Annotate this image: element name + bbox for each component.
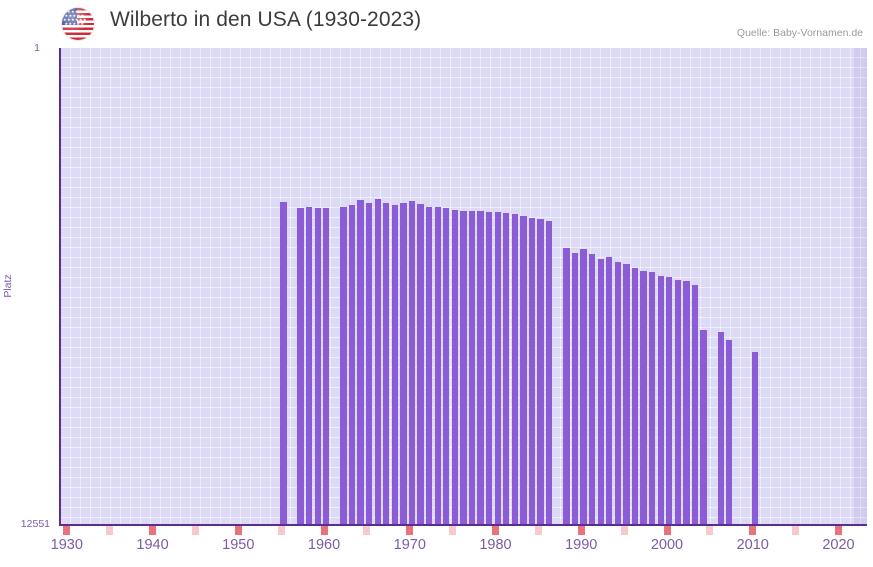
bar (365, 202, 373, 524)
bar (631, 268, 639, 524)
bar (451, 210, 459, 524)
bar (614, 261, 621, 524)
bar (460, 210, 467, 524)
bar (537, 219, 544, 524)
x-axis-line (59, 524, 867, 526)
x-tick-minor (191, 526, 199, 535)
x-tick-minor (106, 526, 114, 535)
bar (477, 211, 484, 524)
bar-series (61, 48, 867, 524)
x-tick-major (492, 526, 499, 535)
x-tick-major (63, 526, 71, 535)
bar (597, 258, 604, 524)
bar (417, 204, 424, 524)
bar (751, 352, 759, 524)
x-tick-label: 1950 (222, 537, 255, 553)
x-tick-label: 1940 (136, 537, 169, 553)
x-tick-minor (706, 526, 714, 535)
bar (314, 208, 321, 524)
x-tick-minor (534, 526, 542, 535)
chart-header: ★★★★★★ ★★★★★ ★★★★★★ ★★★★★ Wilberto in de… (0, 0, 873, 46)
bar (383, 203, 390, 524)
x-tick-major (149, 526, 157, 535)
y-axis-min-label: 12551 (20, 518, 50, 530)
flag-stars: ★★★★★★ (63, 18, 87, 22)
bar (400, 202, 407, 524)
bar (511, 214, 519, 524)
bar (305, 206, 313, 524)
bar (408, 201, 416, 524)
x-tick-minor (792, 526, 800, 535)
bar (426, 206, 433, 524)
x-tick-label: 2020 (822, 537, 855, 553)
x-tick-major (320, 526, 328, 535)
x-tick-minor (363, 526, 371, 535)
bar (571, 252, 579, 524)
bar (726, 340, 733, 524)
bar (606, 256, 613, 524)
x-tick-minor (277, 526, 285, 535)
flag-stars: ★★★★★ (65, 22, 85, 26)
x-tick-label: 1970 (393, 537, 426, 553)
bar (520, 215, 527, 524)
x-tick-minor (620, 526, 628, 535)
flag-canton: ★★★★★★ ★★★★★ ★★★★★★ ★★★★★ (62, 8, 87, 26)
bar (691, 284, 699, 524)
bar (683, 281, 690, 524)
bar (357, 200, 364, 524)
x-tick-major (234, 526, 242, 535)
bar (700, 330, 707, 524)
page-title: Wilberto in den USA (1930-2023) (110, 8, 422, 31)
y-axis-title: Platz (2, 274, 14, 298)
bar (374, 199, 381, 524)
x-tick-label: 1990 (565, 537, 598, 553)
x-tick-label: 1980 (479, 537, 512, 553)
bar (297, 208, 304, 524)
y-axis-max-label: 1 (34, 42, 40, 54)
flag-gloss (62, 8, 94, 40)
x-axis-ticks: 1930 1940 1950 1960 1970 1980 1990 2000 2010 2020 (51, 526, 867, 553)
bar (391, 205, 398, 524)
bar (468, 211, 476, 524)
x-tick-label: 2010 (736, 537, 769, 553)
bar (528, 217, 536, 524)
bar (494, 212, 501, 524)
flag-stars: ★★★★★ (65, 14, 85, 18)
us-flag-icon: ★★★★★★ ★★★★★ ★★★★★★ ★★★★★ (62, 8, 94, 40)
bar (323, 207, 330, 524)
bar (648, 271, 656, 524)
bar (546, 221, 553, 524)
x-tick-major (749, 526, 757, 535)
plot-area (59, 48, 867, 524)
bar (348, 205, 356, 524)
x-tick-major (663, 526, 671, 535)
bar (580, 248, 587, 524)
bar (486, 211, 493, 524)
bar (717, 331, 724, 524)
x-tick-major (406, 526, 414, 535)
bar (666, 277, 673, 524)
bar (588, 253, 596, 524)
bar (503, 213, 510, 524)
bar (280, 202, 287, 524)
x-tick-label: 2000 (650, 537, 684, 553)
bar (640, 270, 647, 524)
x-tick-label: 1930 (50, 537, 83, 553)
bar (623, 264, 630, 524)
x-tick-major (577, 526, 585, 535)
x-tick-minor (449, 526, 457, 535)
x-tick-label: 1960 (307, 537, 341, 553)
bar (443, 208, 450, 524)
bar (674, 279, 681, 524)
bar (434, 207, 441, 524)
flag-stars: ★★★★★★ (63, 10, 87, 14)
bar (340, 206, 347, 524)
x-tick-major (834, 526, 842, 535)
source-attribution: Quelle: Baby-Vornamen.de (736, 27, 863, 39)
bar (657, 275, 664, 524)
bar (563, 248, 570, 524)
